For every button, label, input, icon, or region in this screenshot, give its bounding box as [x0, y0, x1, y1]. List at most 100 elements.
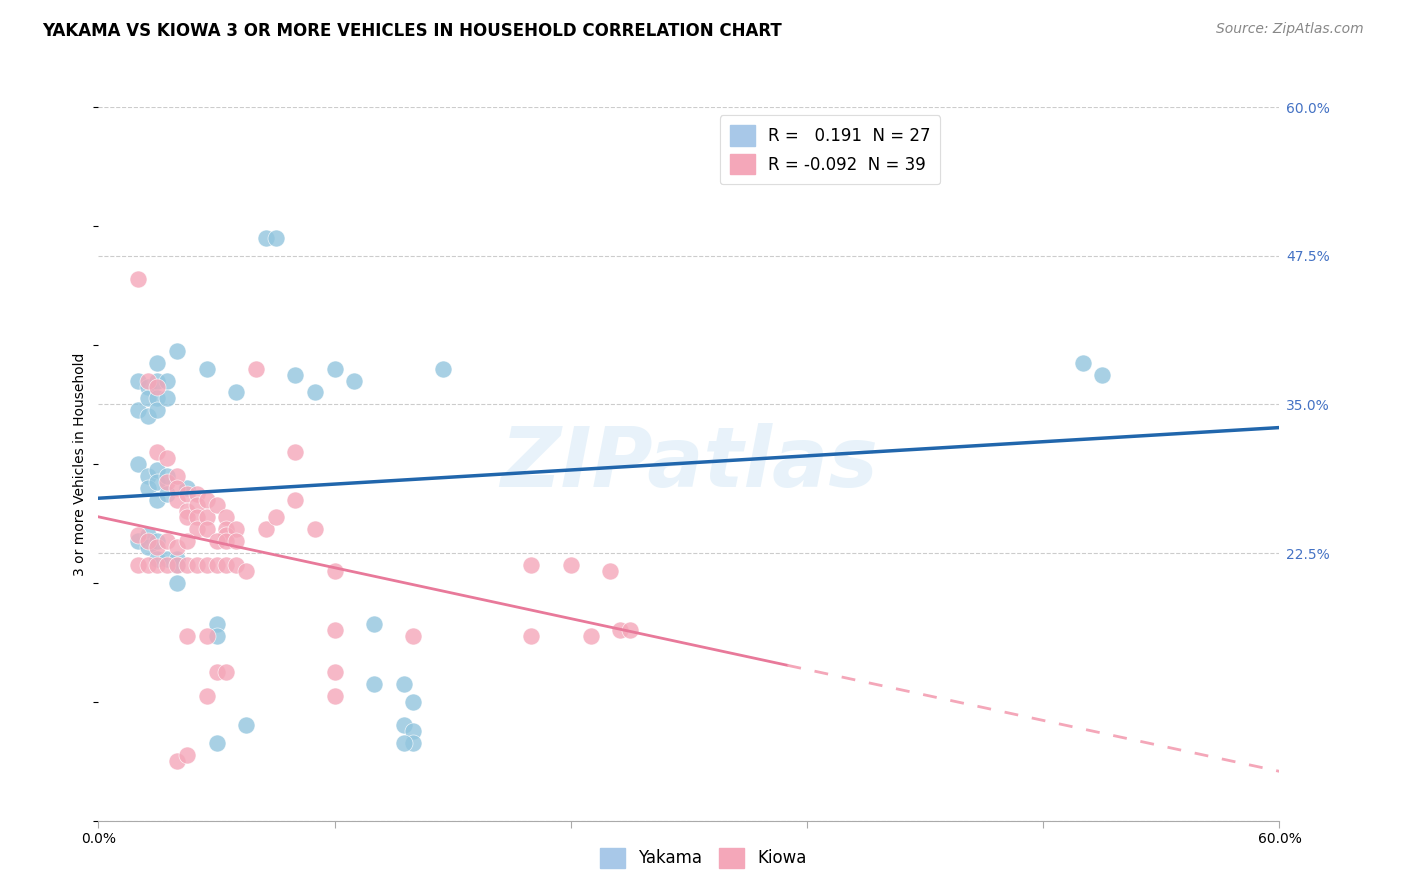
Point	[166, 540, 188, 554]
Point	[560, 558, 582, 572]
Point	[304, 522, 326, 536]
Point	[1071, 356, 1094, 370]
Point	[176, 558, 198, 572]
Legend: R =   0.191  N = 27, R = -0.092  N = 39: R = 0.191 N = 27, R = -0.092 N = 39	[720, 115, 941, 185]
Point	[156, 392, 179, 406]
Point	[136, 374, 159, 388]
Point	[245, 361, 267, 376]
Point	[146, 374, 169, 388]
Point	[127, 457, 149, 471]
Point	[205, 617, 228, 632]
Point	[176, 534, 198, 549]
Point	[215, 522, 238, 536]
Point	[737, 124, 759, 138]
Point	[195, 629, 218, 643]
Point	[146, 403, 169, 417]
Point	[225, 558, 247, 572]
Point	[323, 624, 346, 638]
Point	[127, 272, 149, 286]
Point	[215, 665, 238, 679]
Point	[225, 385, 247, 400]
Point	[284, 492, 307, 507]
Point	[186, 522, 208, 536]
Point	[304, 385, 326, 400]
Point	[392, 718, 415, 732]
Point	[363, 677, 385, 691]
Point	[136, 468, 159, 483]
Point	[195, 522, 218, 536]
Point	[166, 754, 188, 768]
Point	[225, 534, 247, 549]
Point	[176, 504, 198, 518]
Point	[402, 724, 425, 739]
Point	[520, 558, 543, 572]
Point	[205, 736, 228, 750]
Point	[136, 558, 159, 572]
Point	[402, 695, 425, 709]
Point	[235, 564, 257, 578]
Point	[146, 552, 169, 566]
Point	[146, 392, 169, 406]
Point	[323, 361, 346, 376]
Point	[156, 468, 179, 483]
Point	[166, 492, 188, 507]
Point	[402, 736, 425, 750]
Point	[136, 409, 159, 424]
Point	[146, 379, 169, 393]
Point	[205, 558, 228, 572]
Point	[205, 499, 228, 513]
Point	[166, 468, 188, 483]
Point	[176, 486, 198, 500]
Point	[215, 510, 238, 524]
Point	[156, 552, 179, 566]
Point	[264, 231, 287, 245]
Point	[254, 231, 277, 245]
Point	[146, 356, 169, 370]
Point	[136, 379, 159, 393]
Point	[127, 534, 149, 549]
Point	[146, 445, 169, 459]
Point	[146, 475, 169, 489]
Point	[609, 624, 631, 638]
Point	[146, 558, 169, 572]
Point	[156, 558, 179, 572]
Point	[146, 540, 169, 554]
Point	[136, 528, 159, 542]
Point	[186, 499, 208, 513]
Point	[186, 486, 208, 500]
Text: Source: ZipAtlas.com: Source: ZipAtlas.com	[1216, 22, 1364, 37]
Text: YAKAMA VS KIOWA 3 OR MORE VEHICLES IN HOUSEHOLD CORRELATION CHART: YAKAMA VS KIOWA 3 OR MORE VEHICLES IN HO…	[42, 22, 782, 40]
Point	[136, 481, 159, 495]
Point	[392, 677, 415, 691]
Point	[186, 510, 208, 524]
Point	[363, 617, 385, 632]
Point	[166, 558, 188, 572]
Point	[127, 374, 149, 388]
Point	[343, 374, 366, 388]
Point	[195, 689, 218, 703]
Point	[205, 629, 228, 643]
Point	[156, 450, 179, 465]
Point	[323, 689, 346, 703]
Point	[284, 445, 307, 459]
Point	[579, 629, 602, 643]
Point	[146, 463, 169, 477]
Point	[195, 558, 218, 572]
Point	[136, 392, 159, 406]
Point	[195, 510, 218, 524]
Point	[195, 361, 218, 376]
Point	[235, 718, 257, 732]
Point	[215, 528, 238, 542]
Point	[176, 510, 198, 524]
Point	[225, 522, 247, 536]
Point	[215, 558, 238, 572]
Point	[254, 522, 277, 536]
Point	[146, 534, 169, 549]
Point	[599, 564, 621, 578]
Point	[176, 629, 198, 643]
Point	[127, 558, 149, 572]
Point	[166, 343, 188, 358]
Text: ZIPatlas: ZIPatlas	[501, 424, 877, 504]
Point	[166, 481, 188, 495]
Point	[323, 665, 346, 679]
